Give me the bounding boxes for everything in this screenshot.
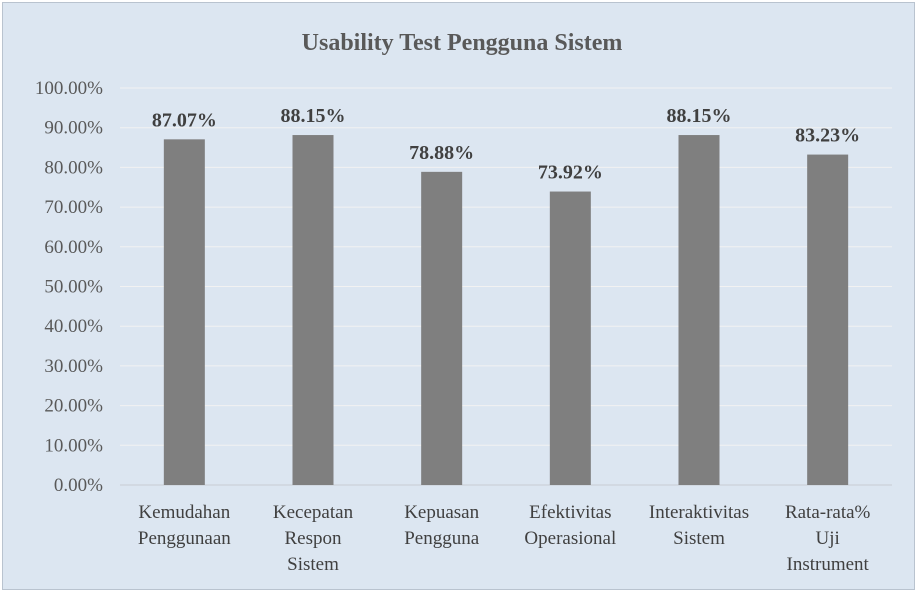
y-tick-label: 80.00%: [44, 157, 103, 178]
bar: [421, 171, 463, 485]
data-label: 87.07%: [152, 109, 217, 131]
y-tick-label: 50.00%: [44, 277, 103, 298]
chart-title: Usability Test Pengguna Sistem: [302, 30, 623, 56]
x-category-label: Kepuasan Pengguna: [404, 502, 480, 549]
data-label: 73.92%: [538, 162, 603, 184]
bar: [292, 135, 334, 485]
y-tick-label: 90.00%: [44, 118, 103, 139]
bar: [163, 139, 205, 486]
bar: [549, 191, 591, 485]
y-tick-label: 0.00%: [54, 475, 103, 496]
gridlines: [120, 87, 892, 486]
data-label: 83.23%: [795, 125, 860, 147]
y-tick-label: 30.00%: [44, 356, 103, 377]
x-category-label: Efektivitas Operasional: [524, 502, 616, 549]
data-label: 78.88%: [409, 142, 474, 164]
data-labels: 87.07% 88.15% 78.88% 73.92% 88.15% 83.23%: [152, 105, 860, 183]
x-category-label: Interaktivitas Sistem: [649, 502, 749, 549]
y-tick-label: 60.00%: [44, 237, 103, 258]
y-tick-label: 40.00%: [44, 316, 103, 337]
x-category-label: Rata-rata% Uji Instrument: [785, 502, 871, 575]
data-label: 88.15%: [281, 105, 346, 127]
y-tick-label: 10.00%: [44, 435, 103, 456]
y-tick-label: 100.00%: [35, 78, 103, 99]
y-axis: 0.00% 10.00% 20.00% 30.00% 40.00% 50.00% 60.00…: [35, 78, 103, 496]
x-category-label: Kemudahan Penggunaan: [138, 502, 231, 549]
data-label: 88.15%: [667, 105, 732, 127]
y-tick-label: 70.00%: [44, 197, 103, 218]
bar: [678, 135, 720, 485]
bars: [163, 135, 849, 486]
y-tick-label: 20.00%: [44, 396, 103, 417]
bar: [807, 154, 849, 485]
x-category-label: Kecepatan Respon Sistem: [273, 502, 354, 575]
x-axis: Kemudahan Penggunaan Kecepatan Respon Sistem…: [138, 502, 871, 575]
